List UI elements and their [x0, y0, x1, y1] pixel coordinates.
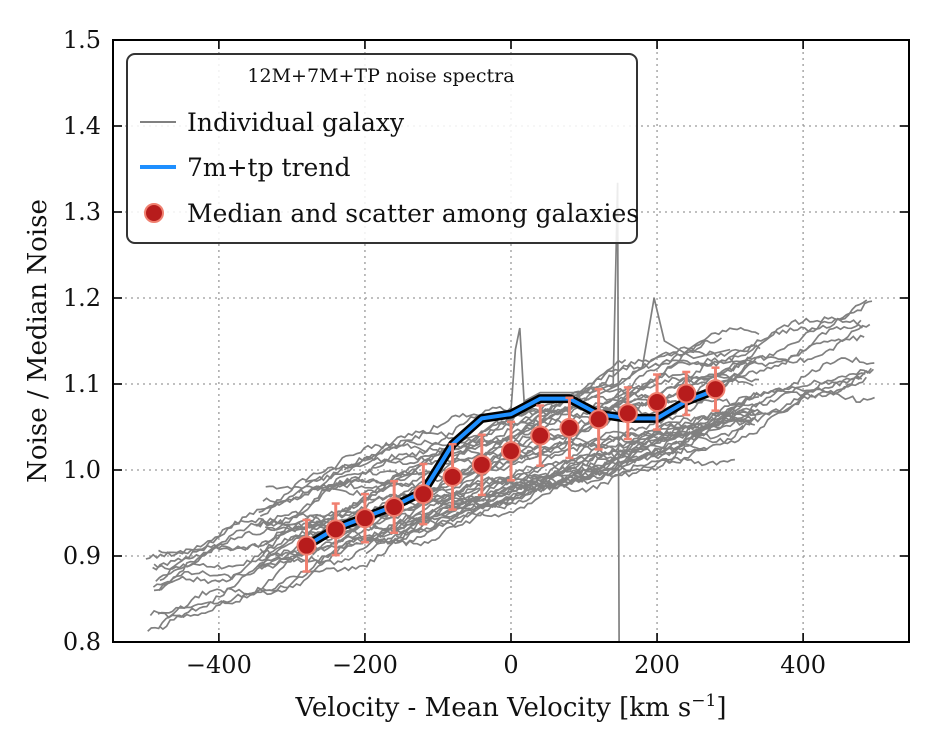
y-tick-label: 1.3	[63, 198, 101, 226]
x-axis-title: Velocity - Mean Velocity [km s−1]	[295, 691, 727, 723]
median-point	[325, 519, 346, 540]
median-point	[384, 496, 405, 517]
y-tick-label: 0.8	[63, 628, 101, 656]
median-point	[676, 383, 697, 404]
median-point	[354, 508, 375, 529]
galaxy-line-spike	[583, 297, 731, 402]
median-point	[588, 409, 609, 430]
median-point	[501, 441, 521, 462]
median-point	[705, 379, 726, 400]
galaxy-line	[395, 447, 703, 539]
axis-ticks: −400 −200 0 200 400 0.8 0.9 1.0 1.1 1.2 1.3 1.4 1.5	[63, 26, 909, 679]
x-tick-label: 400	[780, 651, 826, 679]
median-point	[296, 535, 317, 556]
x-tick-label: 200	[634, 651, 680, 679]
median-point	[442, 466, 463, 487]
y-tick-label: 1.2	[63, 284, 101, 312]
trend-line	[304, 388, 718, 548]
legend-label-trend: 7m+tp trend	[187, 153, 350, 182]
median-point	[530, 425, 551, 446]
galaxy-line	[145, 372, 866, 560]
median-markers	[296, 366, 726, 573]
x-axis-title-end: ]	[716, 693, 726, 723]
galaxy-line	[157, 376, 867, 615]
median-point	[413, 484, 434, 505]
median-point	[559, 417, 580, 438]
galaxy-line	[257, 408, 756, 570]
x-tick-label: 0	[503, 651, 518, 679]
y-tick-label: 0.9	[63, 542, 101, 570]
galaxy-line	[158, 367, 872, 631]
legend-box	[126, 53, 638, 244]
x-tick-label: −200	[332, 651, 398, 679]
galaxy-line	[296, 457, 735, 554]
galaxy-line	[262, 361, 753, 504]
median-point	[471, 454, 492, 475]
x-axis-title-sup: −1	[691, 691, 716, 711]
median-point	[647, 392, 668, 413]
median-point	[617, 403, 638, 424]
x-axis-title-main: Velocity - Mean Velocity [km s	[295, 693, 692, 723]
trend-line-group	[302, 385, 720, 551]
galaxy-line-spike	[466, 182, 620, 642]
galaxy-line	[415, 430, 705, 522]
y-tick-label: 1.0	[63, 456, 101, 484]
y-axis-title: Noise / Median Noise	[23, 199, 53, 483]
galaxy-line	[158, 388, 875, 592]
legend: 12M+7M+TP noise spectra Individual galax…	[126, 53, 639, 244]
legend-label-median: Median and scatter among galaxies	[187, 199, 639, 228]
y-tick-label: 1.1	[63, 370, 101, 398]
x-tick-label: −400	[186, 651, 252, 679]
y-tick-label: 1.4	[63, 112, 101, 140]
galaxy-line	[259, 417, 754, 558]
legend-marker-swatch	[144, 203, 164, 223]
legend-title: 12M+7M+TP noise spectra	[247, 65, 514, 87]
galaxy-line	[265, 395, 752, 532]
legend-label-individual: Individual galaxy	[187, 108, 405, 137]
y-tick-label: 1.5	[63, 26, 101, 54]
galaxy-line	[305, 442, 708, 546]
